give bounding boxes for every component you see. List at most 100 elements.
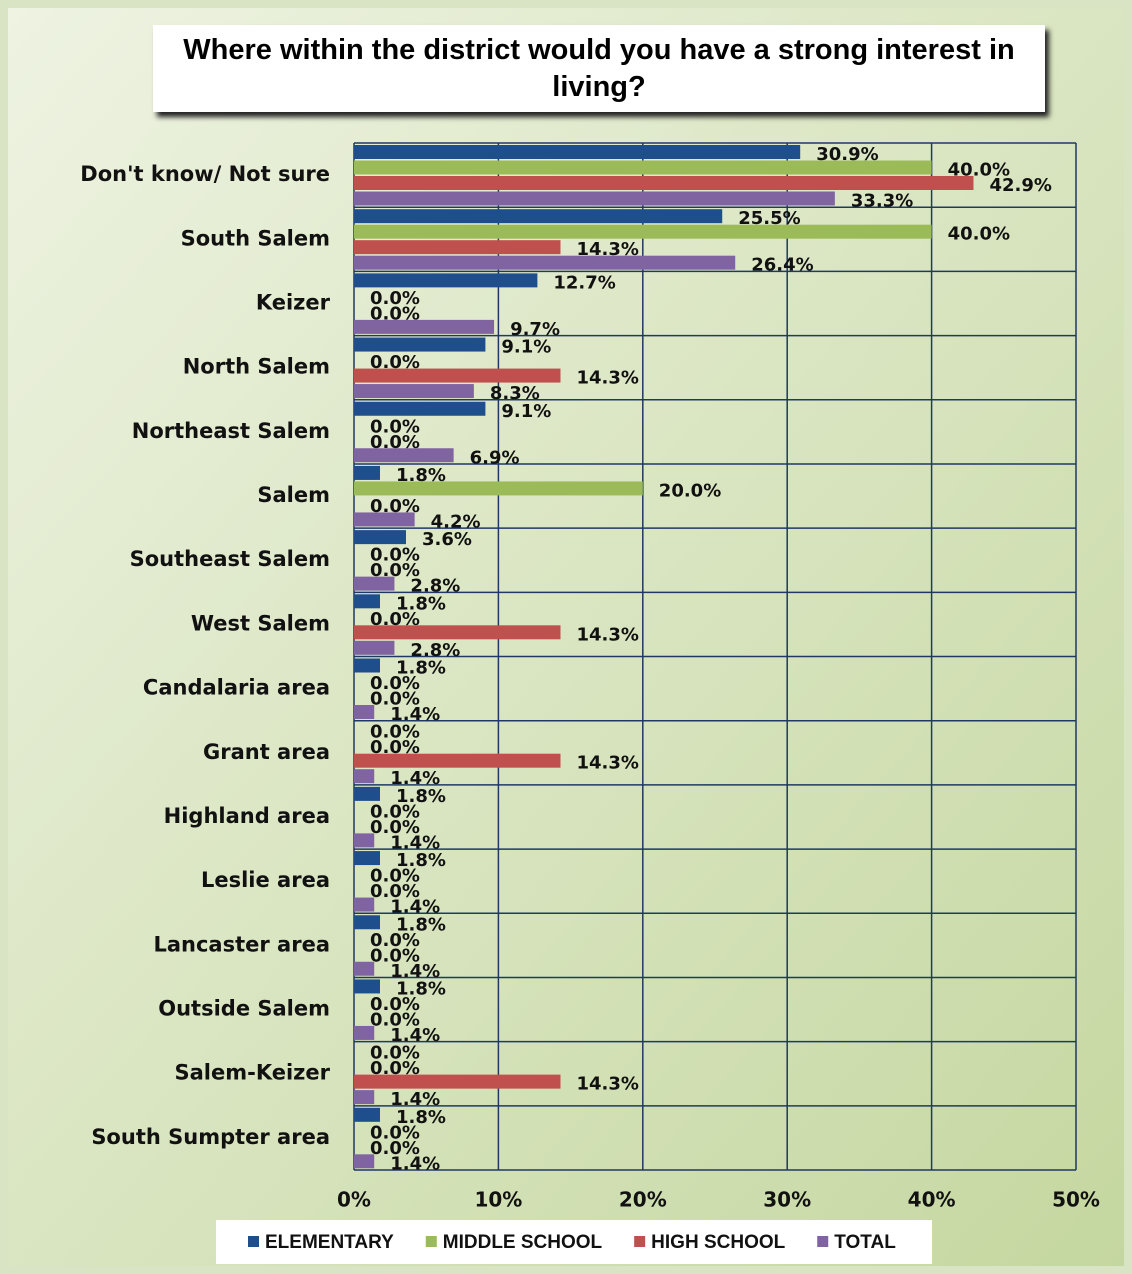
value-label: 1.4% <box>390 1025 440 1046</box>
value-label: 2.8% <box>410 576 460 597</box>
value-label: 30.9% <box>816 144 878 165</box>
bar <box>354 209 723 224</box>
bar <box>354 786 380 801</box>
value-label: 0.0% <box>370 416 420 437</box>
value-label: 1.8% <box>396 914 446 935</box>
value-label: 25.5% <box>738 208 800 229</box>
bar <box>354 255 736 270</box>
value-label: 0.0% <box>370 673 420 694</box>
value-label: 1.4% <box>390 1089 440 1110</box>
legend-swatch <box>634 1236 646 1247</box>
bar <box>354 368 561 383</box>
bar <box>354 176 974 190</box>
category-label: North Salem <box>183 355 330 379</box>
value-label: 0.0% <box>370 352 420 373</box>
value-label: 1.8% <box>396 593 446 614</box>
value-label: 14.3% <box>576 368 638 389</box>
value-label: 14.3% <box>576 239 638 260</box>
value-label: 1.4% <box>390 1153 440 1174</box>
value-label: 1.4% <box>390 897 440 918</box>
category-label: Highland area <box>164 804 330 828</box>
bar <box>354 145 801 159</box>
category-label: Lancaster area <box>153 932 330 956</box>
value-label: 1.8% <box>396 465 446 486</box>
value-label: 40.0% <box>948 160 1010 181</box>
bar <box>354 961 375 976</box>
bar <box>354 753 561 768</box>
value-label: 2.8% <box>410 640 460 661</box>
x-tick-label: 10% <box>474 1188 522 1212</box>
value-label: 0.0% <box>370 545 420 566</box>
bar <box>354 1154 375 1169</box>
value-label: 40.0% <box>948 224 1010 245</box>
category-label: Outside Salem <box>158 997 330 1021</box>
bar <box>354 979 380 994</box>
value-label: 1.8% <box>396 978 446 999</box>
value-label: 0.0% <box>370 737 420 758</box>
category-label: Southeast Salem <box>130 547 330 571</box>
value-label: 0.0% <box>370 689 420 710</box>
bar <box>354 640 395 655</box>
category-label: Keizer <box>256 290 331 314</box>
value-label: 0.0% <box>370 930 420 951</box>
category-label: South Sumpter area <box>91 1125 330 1149</box>
value-label: 1.4% <box>390 704 440 725</box>
bar <box>354 833 375 848</box>
category-label: Candalaria area <box>143 676 330 700</box>
bar <box>354 191 835 206</box>
value-label: 0.0% <box>370 945 420 966</box>
legend-swatch <box>425 1236 437 1247</box>
x-tick-label: 0% <box>337 1188 371 1212</box>
value-label: 0.0% <box>370 1138 420 1159</box>
value-label: 3.6% <box>422 529 472 550</box>
x-tick-label: 50% <box>1052 1188 1100 1212</box>
value-label: 0.0% <box>370 801 420 822</box>
bar <box>354 224 932 239</box>
value-label: 0.0% <box>370 1122 420 1143</box>
bar <box>354 319 495 334</box>
category-label: Northeast Salem <box>132 419 330 443</box>
bar <box>354 240 561 255</box>
value-label: 9.7% <box>510 319 560 340</box>
value-label: 1.4% <box>390 768 440 789</box>
value-label: 14.3% <box>576 624 638 645</box>
bar <box>354 576 395 591</box>
bar <box>354 512 415 527</box>
bar <box>354 705 375 719</box>
value-label: 0.0% <box>370 881 420 902</box>
value-label: 9.1% <box>501 337 551 358</box>
value-label: 12.7% <box>553 272 615 293</box>
value-label: 1.8% <box>396 658 446 679</box>
value-label: 1.8% <box>396 786 446 807</box>
category-label: Leslie area <box>201 868 330 892</box>
value-label: 0.0% <box>370 1009 420 1030</box>
value-label: 0.0% <box>370 560 420 581</box>
bar <box>354 160 932 175</box>
bar <box>354 897 375 912</box>
bar <box>354 1090 375 1105</box>
value-label: 1.4% <box>390 961 440 982</box>
value-label: 33.3% <box>851 191 913 212</box>
legend-label: TOTAL <box>834 1232 896 1253</box>
legend-label: MIDDLE SCHOOL <box>443 1232 603 1253</box>
x-tick-label: 40% <box>908 1188 956 1212</box>
legend-box <box>216 1220 932 1264</box>
value-label: 0.0% <box>370 303 420 324</box>
value-label: 8.3% <box>490 383 540 404</box>
value-label: 20.0% <box>659 480 721 501</box>
legend-swatch <box>248 1236 259 1247</box>
category-label: South Salem <box>181 226 330 250</box>
value-label: 0.0% <box>370 866 420 887</box>
value-label: 4.2% <box>431 511 481 532</box>
category-label: Salem <box>257 483 330 507</box>
value-label: 9.1% <box>501 401 551 422</box>
bar <box>354 769 375 784</box>
category-label: Grant area <box>203 740 330 764</box>
value-label: 6.9% <box>470 447 520 468</box>
value-label: 14.3% <box>576 753 638 774</box>
legend-swatch <box>817 1236 829 1247</box>
value-label: 0.0% <box>370 1043 420 1064</box>
value-label: 26.4% <box>751 255 813 276</box>
value-label: 0.0% <box>370 288 420 309</box>
